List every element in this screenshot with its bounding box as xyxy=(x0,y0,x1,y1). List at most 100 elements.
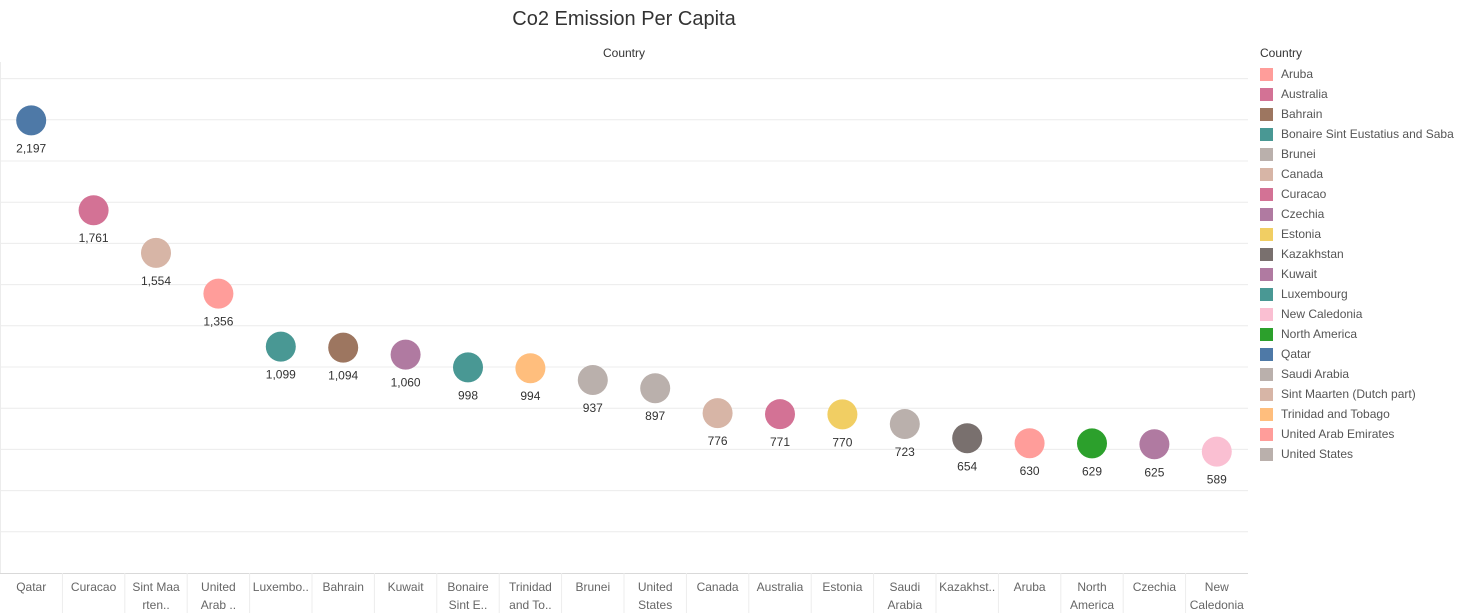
scatter-chart: 2,197 1,761 1,554 1,356 1,099 1,094 1,060 998 99… xyxy=(0,62,1248,613)
legend-swatch xyxy=(1260,187,1273,201)
legend-label: Trinidad and Tobago xyxy=(1281,407,1390,421)
legend-swatch xyxy=(1260,247,1273,261)
legend-label: Aruba xyxy=(1281,67,1314,81)
category-tick-label: Aruba xyxy=(1014,580,1046,594)
point-estonia xyxy=(827,399,858,430)
category-tick-label: Trinidad xyxy=(509,580,552,594)
category-tick-label: Kuwait xyxy=(388,580,425,594)
legend-item[interactable]: Bahrain xyxy=(1260,104,1464,124)
legend-label: Saudi Arabia xyxy=(1281,367,1350,381)
legend-swatch xyxy=(1260,327,1273,341)
legend-swatch xyxy=(1260,287,1273,301)
legend-item[interactable]: Estonia xyxy=(1260,224,1464,244)
category-tick-label: and To.. xyxy=(509,598,551,612)
data-label: 2,197 xyxy=(16,141,46,155)
legend-item[interactable]: Curacao xyxy=(1260,184,1464,204)
data-label: 629 xyxy=(1082,464,1102,478)
data-label: 625 xyxy=(1144,465,1164,479)
legend-label: Australia xyxy=(1281,87,1328,101)
legend-item[interactable]: Sint Maarten (Dutch part) xyxy=(1260,384,1464,404)
category-tick-label: States xyxy=(638,598,672,612)
data-label: 654 xyxy=(957,459,977,473)
category-tick-label: rten.. xyxy=(142,598,169,612)
legend-item[interactable]: Aruba xyxy=(1260,64,1464,84)
point-kazakhstan xyxy=(952,423,983,454)
legend-item[interactable]: Bonaire Sint Eustatius and Saba xyxy=(1260,124,1464,144)
legend-item[interactable]: Kuwait xyxy=(1260,264,1464,284)
legend-item[interactable]: Saudi Arabia xyxy=(1260,364,1464,384)
legend-item[interactable]: Luxembourg xyxy=(1260,284,1464,304)
legend-swatch xyxy=(1260,347,1273,361)
data-label: 937 xyxy=(583,401,603,415)
legend-swatch xyxy=(1260,227,1273,241)
data-label: 723 xyxy=(895,445,915,459)
legend-swatch xyxy=(1260,267,1273,281)
point-luxembourg xyxy=(265,331,296,362)
category-tick-label: Saudi xyxy=(889,580,920,594)
legend-swatch xyxy=(1260,207,1273,221)
column-header: Country xyxy=(602,46,646,60)
legend-label: United Arab Emirates xyxy=(1281,427,1395,441)
legend-item[interactable]: Czechia xyxy=(1260,204,1464,224)
point-sint-maarten-dutch-part- xyxy=(141,237,171,268)
legend-swatch xyxy=(1260,147,1273,161)
point-aruba xyxy=(1014,428,1045,459)
point-united-arab-emirates xyxy=(203,278,234,309)
category-tick-label: New xyxy=(1205,580,1229,594)
point-new-caledonia xyxy=(1201,436,1232,467)
legend-item[interactable]: United Arab Emirates xyxy=(1260,424,1464,444)
category-tick-label: Caledonia xyxy=(1190,598,1244,612)
category-tick-label: Estonia xyxy=(822,580,862,594)
point-curacao xyxy=(78,195,109,226)
legend-label: United States xyxy=(1281,447,1354,461)
point-trinidad-and-tobago xyxy=(515,353,546,384)
category-tick-label: Brunei xyxy=(575,580,610,594)
point-north-america xyxy=(1077,428,1107,459)
point-canada xyxy=(702,398,733,429)
legend-item[interactable]: Canada xyxy=(1260,164,1464,184)
legend-swatch xyxy=(1260,87,1273,101)
data-label: 1,554 xyxy=(141,274,171,288)
legend-label: Bonaire Sint Eustatius and Saba xyxy=(1281,127,1454,141)
point-australia xyxy=(765,399,795,430)
legend-item[interactable]: United States xyxy=(1260,444,1464,464)
point-united-states xyxy=(640,373,671,404)
legend-item[interactable]: North America xyxy=(1260,324,1464,344)
legend-item[interactable]: New Caledonia xyxy=(1260,304,1464,324)
data-label: 776 xyxy=(708,434,728,448)
category-tick-label: Luxembo.. xyxy=(253,580,309,594)
legend-title: Country xyxy=(1260,46,1303,60)
data-label: 630 xyxy=(1020,464,1040,478)
category-tick-label: Arabia xyxy=(887,598,922,612)
legend-item[interactable]: Brunei xyxy=(1260,144,1464,164)
point-qatar xyxy=(16,105,47,136)
legend-label: Kazakhstan xyxy=(1281,247,1344,261)
legend-item[interactable]: Trinidad and Tobago xyxy=(1260,404,1464,424)
legend-label: Curacao xyxy=(1281,187,1327,201)
legend-swatch xyxy=(1260,67,1273,81)
data-label: 1,060 xyxy=(391,376,421,390)
category-tick-label: Kazakhst.. xyxy=(939,580,995,594)
chart-title: Co2 Emission Per Capita xyxy=(512,8,736,30)
category-tick-label: North xyxy=(1077,580,1106,594)
point-kuwait xyxy=(390,339,421,370)
point-czechia xyxy=(1139,429,1170,460)
category-tick-label: Bahrain xyxy=(323,580,364,594)
legend-items: Aruba Australia Bahrain Bonaire Sint Eustat… xyxy=(1260,64,1464,464)
legend-item[interactable]: Kazakhstan xyxy=(1260,244,1464,264)
data-label: 994 xyxy=(520,389,540,403)
legend-label: Czechia xyxy=(1281,207,1325,221)
legend-item[interactable]: Australia xyxy=(1260,84,1464,104)
legend-swatch xyxy=(1260,407,1273,421)
legend-swatch xyxy=(1260,427,1273,441)
data-label: 1,761 xyxy=(79,231,109,245)
category-tick-label: Australia xyxy=(757,580,804,594)
legend-label: Sint Maarten (Dutch part) xyxy=(1281,387,1416,401)
legend-item[interactable]: Qatar xyxy=(1260,344,1464,364)
category-tick-label: Curacao xyxy=(71,580,117,594)
data-label: 1,356 xyxy=(203,315,233,329)
data-label: 771 xyxy=(770,435,790,449)
data-label: 770 xyxy=(832,435,852,449)
legend-label: North America xyxy=(1281,327,1358,341)
legend-label: Luxembourg xyxy=(1281,287,1348,301)
